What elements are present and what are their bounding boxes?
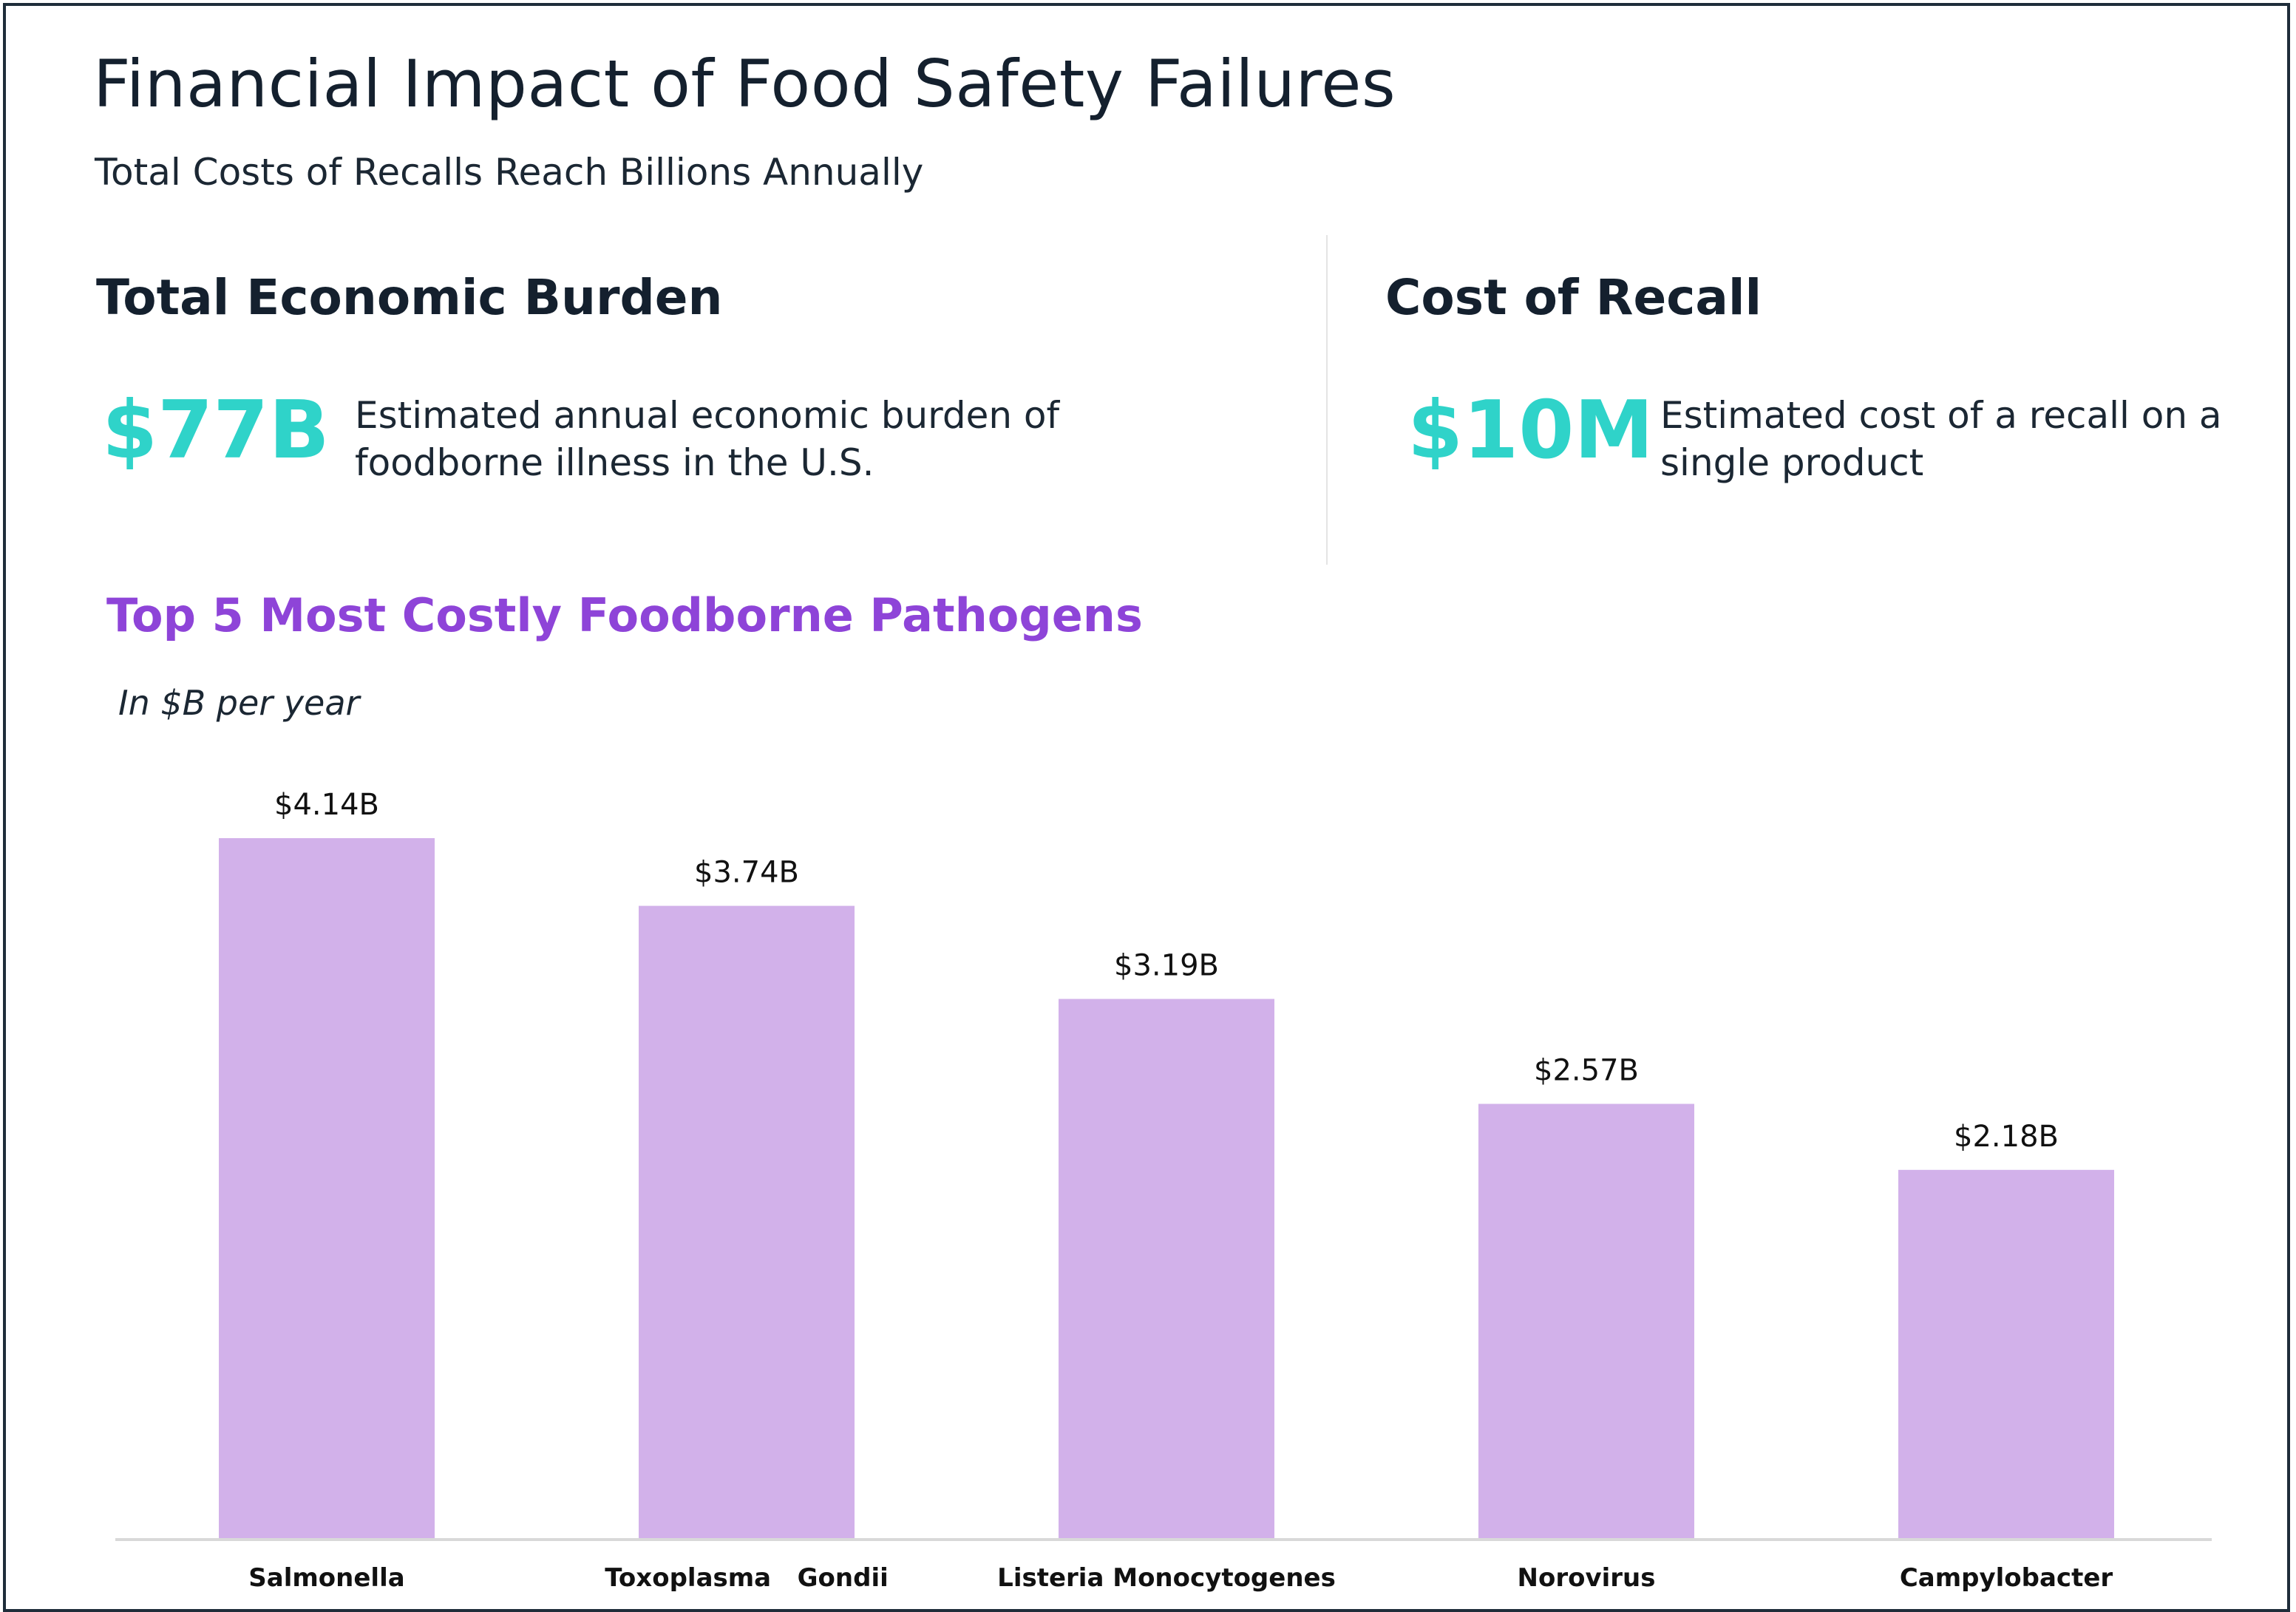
bar-3 [1059,999,1274,1539]
data-label-group: $4.14B $3.74B $3.19B $2.57B $2.18B [274,788,2059,1154]
category-label-4: Norovirus [1518,1563,1656,1593]
data-label-4: $2.57B [1534,1054,1639,1088]
chart-unit-note: In $B per year [118,683,360,723]
kpi-description-cost-of-recall: Estimated cost of a recall on a single p… [1660,394,2222,484]
bar-2 [639,905,855,1539]
data-label-3: $3.19B [1114,949,1219,983]
category-label-5: Campylobacter [1900,1563,2113,1593]
panel-heading-cost-of-recall: Cost of Recall [1385,269,1762,326]
kpi-value-cost-of-recall: $10M [1407,384,1654,477]
category-label-3: Listeria Monocytogenes [997,1563,1336,1593]
data-label-5: $2.18B [1954,1120,2059,1154]
bar-1 [219,838,435,1539]
panel-divider [1326,235,1328,565]
kpi-description-economic-burden: Estimated annual economic burden of food… [355,394,1060,484]
category-label-2: Toxoplasma Gondii [605,1563,889,1593]
page-subtitle: Total Costs of Recalls Reach Billions An… [95,151,924,194]
data-label-1: $4.14B [274,788,379,822]
category-label-1: Salmonella [248,1563,404,1593]
data-label-2: $3.74B [694,856,799,890]
bar-5 [1898,1169,2114,1539]
bar-4 [1478,1103,1694,1539]
page-title: Financial Impact of Food Safety Failures [93,46,1396,122]
kpi-value-economic-burden: $77B [102,384,330,477]
bar-group [219,838,2114,1539]
chart-title: Top 5 Most Costly Foodborne Pathogens [106,588,1143,642]
panel-heading-economic-burden: Total Economic Burden [96,269,723,326]
category-label-group: Salmonella Toxoplasma Gondii Listeria Mono… [248,1563,2113,1593]
